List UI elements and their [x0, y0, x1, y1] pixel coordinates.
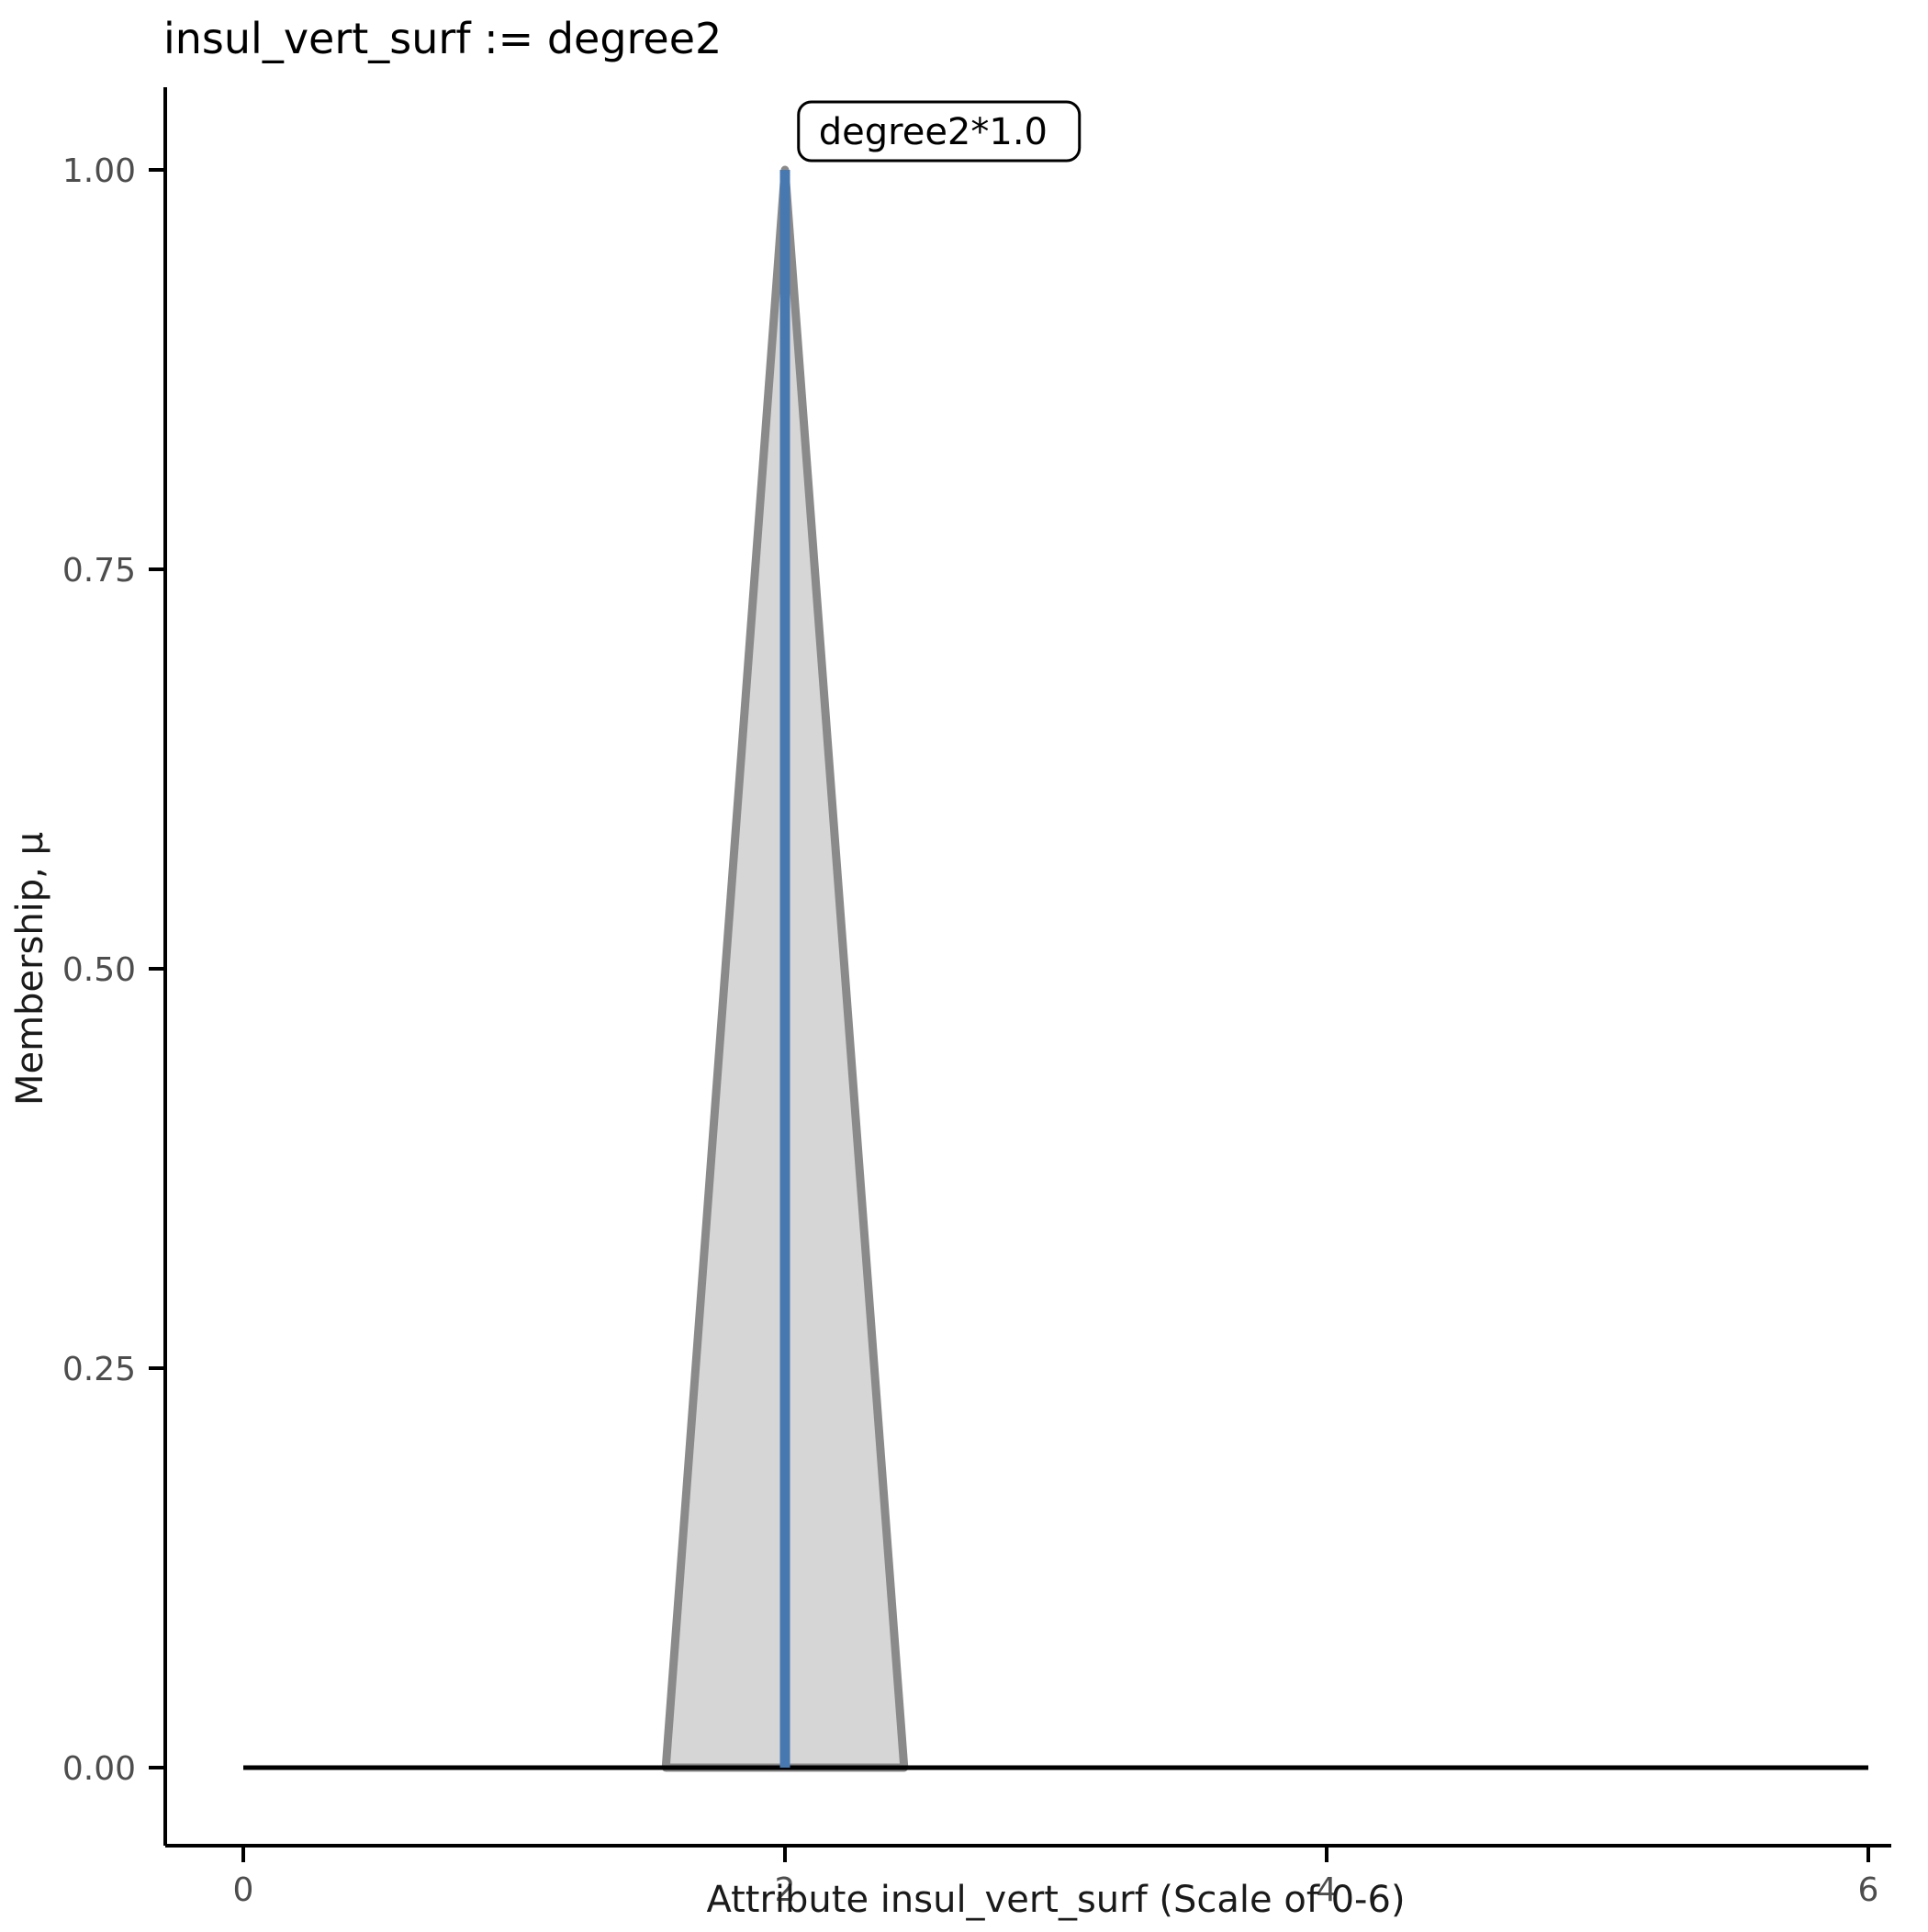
y-tick-label: 0.50 — [62, 951, 136, 989]
x-tick-label: 6 — [1858, 1871, 1879, 1909]
y-tick-label: 1.00 — [62, 152, 136, 190]
y-tick-label: 0.00 — [62, 1750, 136, 1788]
annotation-label: degree2*1.0 — [819, 111, 1048, 153]
x-tick-label: 4 — [1317, 1871, 1338, 1909]
plot-area: 0 2 4 6 0.00 0.25 0.50 0.75 1.00 degree2*1.0 — [62, 87, 1891, 1909]
y-axis-title: Membership, μ — [9, 832, 51, 1106]
x-axis-title: Attribute insul_vert_surf (Scale of 0-6) — [706, 1879, 1405, 1921]
chart-title: insul_vert_surf := degree2 — [163, 14, 722, 63]
x-tick-label: 0 — [233, 1871, 254, 1909]
y-tick-label: 0.75 — [62, 552, 136, 590]
y-tick-label: 0.25 — [62, 1351, 136, 1388]
x-tick-label: 2 — [775, 1871, 796, 1909]
annotation-box — [797, 100, 1082, 163]
